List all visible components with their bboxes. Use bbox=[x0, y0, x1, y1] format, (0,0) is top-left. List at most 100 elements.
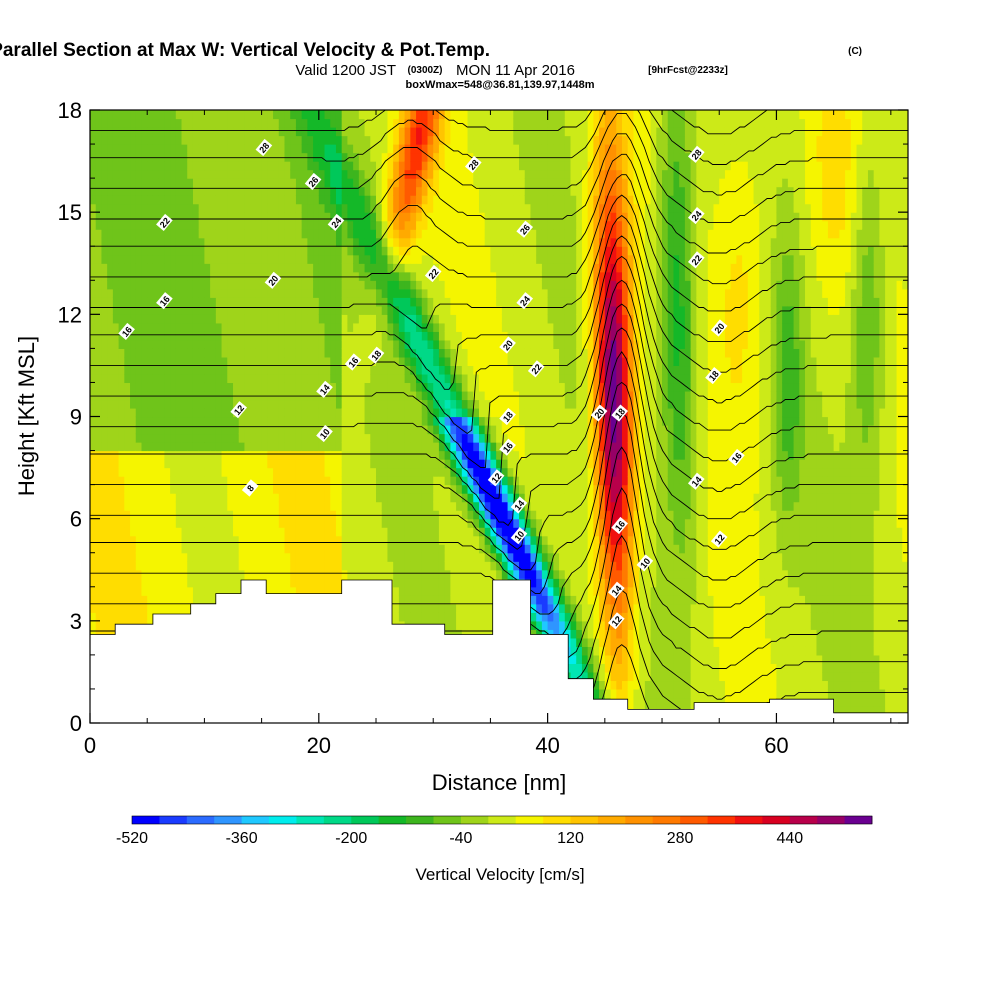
velocity-cell bbox=[175, 110, 183, 120]
velocity-cell bbox=[427, 467, 434, 477]
velocity-cell bbox=[204, 569, 211, 579]
velocity-cell bbox=[313, 263, 320, 273]
velocity-cell bbox=[335, 552, 343, 562]
velocity-cell bbox=[267, 484, 274, 494]
velocity-cell bbox=[124, 161, 131, 171]
velocity-cell bbox=[393, 595, 400, 605]
velocity-cell bbox=[221, 416, 228, 426]
velocity-cell bbox=[158, 288, 165, 298]
velocity-cell bbox=[250, 535, 257, 545]
velocity-cell bbox=[387, 433, 394, 443]
velocity-cell bbox=[244, 467, 251, 477]
velocity-cell bbox=[364, 144, 371, 154]
velocity-cell bbox=[433, 110, 440, 120]
velocity-cell bbox=[204, 314, 211, 324]
velocity-cell bbox=[147, 552, 154, 562]
velocity-cell bbox=[318, 399, 326, 409]
velocity-cell bbox=[467, 212, 474, 222]
velocity-cell bbox=[181, 467, 188, 477]
velocity-cell bbox=[130, 365, 137, 375]
velocity-cell bbox=[221, 144, 228, 154]
velocity-cell bbox=[324, 459, 331, 469]
velocity-cell bbox=[427, 161, 434, 171]
velocity-cell bbox=[387, 399, 394, 409]
velocity-cell bbox=[427, 552, 434, 562]
velocity-cell bbox=[135, 314, 143, 324]
velocity-cell bbox=[353, 178, 360, 188]
velocity-cell bbox=[158, 356, 165, 367]
velocity-cell bbox=[461, 569, 469, 579]
velocity-cell bbox=[124, 110, 131, 120]
velocity-cell bbox=[124, 348, 131, 358]
velocity-cell bbox=[112, 433, 120, 443]
velocity-cell bbox=[456, 459, 463, 469]
velocity-cell bbox=[358, 552, 366, 562]
velocity-cell bbox=[438, 220, 446, 230]
velocity-cell bbox=[421, 365, 429, 375]
velocity-cell bbox=[164, 527, 171, 537]
velocity-cell bbox=[478, 280, 486, 290]
velocity-cell bbox=[175, 288, 183, 298]
velocity-cell bbox=[416, 237, 423, 247]
velocity-cell bbox=[147, 127, 154, 137]
velocity-cell bbox=[210, 229, 217, 239]
velocity-cell bbox=[433, 425, 440, 435]
velocity-cell bbox=[192, 203, 200, 213]
velocity-cell bbox=[181, 127, 188, 137]
velocity-cell bbox=[244, 348, 251, 358]
velocity-cell bbox=[404, 365, 411, 375]
velocity-cell bbox=[478, 220, 486, 230]
velocity-cell bbox=[364, 254, 371, 264]
velocity-cell bbox=[410, 203, 417, 213]
velocity-cell bbox=[164, 373, 171, 384]
velocity-cell bbox=[364, 561, 371, 571]
velocity-cell bbox=[358, 510, 366, 520]
velocity-cell bbox=[324, 390, 331, 401]
velocity-cell bbox=[450, 595, 457, 605]
velocity-cell bbox=[141, 220, 148, 230]
velocity-cell bbox=[421, 288, 429, 298]
velocity-cell bbox=[444, 331, 451, 341]
velocity-cell bbox=[147, 442, 154, 452]
velocity-cell bbox=[301, 246, 308, 256]
velocity-cell bbox=[301, 356, 308, 367]
velocity-cell bbox=[335, 501, 343, 511]
velocity-cell bbox=[376, 169, 383, 179]
velocity-cell bbox=[398, 442, 406, 452]
velocity-cell bbox=[284, 110, 291, 120]
velocity-cell bbox=[261, 416, 268, 426]
velocity-cell bbox=[290, 110, 297, 120]
velocity-cell bbox=[433, 467, 440, 477]
velocity-cell bbox=[112, 314, 120, 324]
velocity-cell bbox=[181, 229, 188, 239]
velocity-cell bbox=[135, 356, 143, 367]
velocity-cell bbox=[381, 382, 389, 392]
velocity-cell bbox=[307, 152, 314, 162]
velocity-cell bbox=[456, 297, 463, 307]
velocity-cell bbox=[244, 246, 251, 256]
velocity-cell bbox=[433, 595, 440, 605]
velocity-cell bbox=[318, 297, 326, 307]
velocity-cell bbox=[341, 561, 349, 571]
velocity-cell bbox=[238, 569, 246, 579]
velocity-cell bbox=[238, 297, 246, 307]
velocity-cell bbox=[313, 339, 320, 349]
velocity-cell bbox=[467, 595, 474, 605]
velocity-cell bbox=[427, 382, 434, 392]
velocity-cell bbox=[467, 544, 474, 554]
velocity-cell bbox=[170, 442, 177, 452]
velocity-cell bbox=[295, 110, 303, 120]
velocity-cell bbox=[164, 331, 171, 341]
velocity-cell bbox=[261, 544, 268, 554]
velocity-cell bbox=[227, 297, 234, 307]
velocity-cell bbox=[284, 467, 291, 477]
velocity-cell bbox=[187, 297, 194, 307]
velocity-cell bbox=[427, 416, 434, 426]
velocity-cell bbox=[118, 118, 125, 128]
velocity-cell bbox=[141, 305, 148, 315]
velocity-cell bbox=[170, 127, 177, 137]
velocity-cell bbox=[233, 535, 240, 545]
velocity-cell bbox=[135, 501, 143, 511]
velocity-cell bbox=[141, 127, 148, 137]
velocity-cell bbox=[456, 220, 463, 230]
